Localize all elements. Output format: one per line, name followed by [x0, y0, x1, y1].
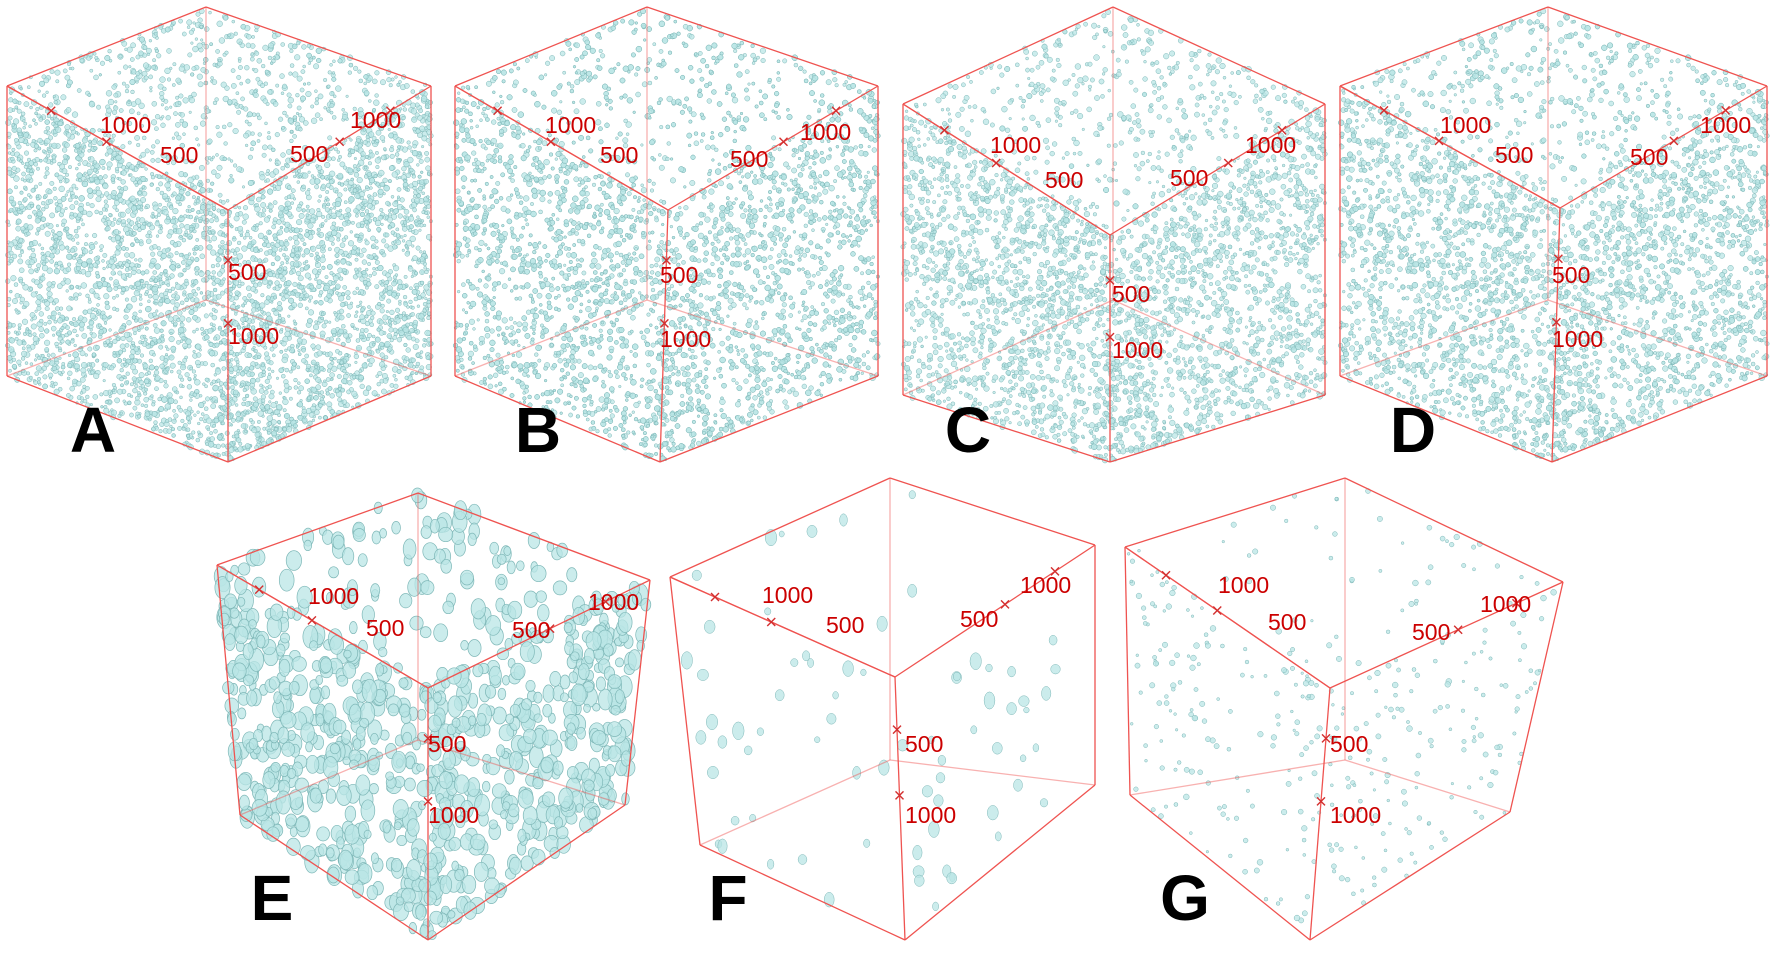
axis-label: 1000 — [100, 112, 151, 138]
axis-label: 1000 — [1552, 326, 1603, 352]
axis-label: 500 — [1552, 262, 1590, 288]
axis-label: 1000 — [1112, 337, 1163, 363]
axis-label: 500 — [730, 146, 768, 172]
particle-cloud — [213, 487, 652, 941]
axis-label: 500 — [826, 612, 864, 638]
axis-label: 1000 — [1020, 572, 1071, 598]
axis-label: 1000 — [228, 323, 279, 349]
axis-label: 500 — [1268, 609, 1306, 635]
axis-ticks — [1161, 570, 1521, 806]
particle-cloud — [1337, 8, 1770, 462]
axis-label: 500 — [1330, 731, 1368, 757]
panel-letter: F — [708, 862, 747, 934]
cube-frame — [1339, 6, 1768, 463]
axis-label: 1000 — [660, 326, 711, 352]
panel-letter: A — [70, 394, 116, 466]
axis-label: 500 — [1412, 619, 1450, 645]
axis-ticks — [939, 125, 1287, 342]
axis-label: 500 — [1112, 281, 1150, 307]
panel-f: 1000 500 500 1000 500 1000 F — [669, 477, 1096, 941]
panel-e: 1000 500 500 1000 500 1000 E — [213, 487, 652, 941]
panel-g: 1000 500 500 1000 500 1000 G — [1124, 477, 1564, 941]
axis-label: 500 — [1170, 165, 1208, 191]
axis-label: 1000 — [990, 132, 1041, 158]
axis-label: 1000 — [762, 582, 813, 608]
cube-frame — [902, 6, 1326, 463]
axis-label: 500 — [160, 142, 198, 168]
axis-label: 1000 — [545, 112, 596, 138]
axis-label: 500 — [228, 259, 266, 285]
axis-label: 1000 — [1480, 591, 1531, 617]
axis-label: 1000 — [308, 583, 359, 609]
panel-a: 1000 500 500 1000 500 1000 A — [5, 6, 434, 466]
axis-label: 1000 — [800, 119, 851, 145]
panel-letter: G — [1160, 862, 1210, 934]
axis-label: 1000 — [350, 107, 401, 133]
axis-label: 500 — [660, 262, 698, 288]
axis-label: 500 — [366, 615, 404, 641]
axis-label: 500 — [290, 141, 328, 167]
axis-label: 500 — [600, 142, 638, 168]
axis-label: 1000 — [1245, 132, 1296, 158]
panel-letter: C — [945, 394, 991, 466]
cube-frame — [669, 477, 1096, 941]
axis-label: 500 — [960, 606, 998, 632]
axis-ticks — [493, 106, 841, 328]
cube-frame — [454, 6, 879, 463]
axis-label: 500 — [1045, 167, 1083, 193]
axis-label: 1000 — [1218, 572, 1269, 598]
axis-label: 1000 — [905, 802, 956, 828]
axis-label: 500 — [905, 731, 943, 757]
panel-letter: E — [251, 862, 294, 934]
cube-frame — [216, 492, 651, 941]
axis-label: 500 — [428, 731, 466, 757]
axis-label: 1000 — [1330, 802, 1381, 828]
particle-cloud — [900, 9, 1328, 464]
axis-ticks — [46, 106, 395, 328]
axis-label: 1000 — [1700, 112, 1751, 138]
axis-label: 1000 — [1440, 112, 1491, 138]
axis-label: 1000 — [588, 589, 639, 615]
axis-ticks — [254, 585, 611, 806]
cube-frame — [6, 6, 432, 463]
axis-ticks — [1379, 105, 1731, 327]
particle-cloud — [5, 8, 434, 462]
axis-label: 500 — [1495, 142, 1533, 168]
axis-ticks — [710, 566, 1060, 800]
cube-frame — [1124, 477, 1564, 941]
axis-label: 1000 — [428, 802, 479, 828]
panel-letter: D — [1390, 394, 1436, 466]
axis-label: 500 — [1630, 144, 1668, 170]
particle-cloud — [681, 490, 1061, 912]
axis-label: 500 — [512, 617, 550, 643]
panel-letter: B — [515, 394, 561, 466]
particle-cloud — [452, 8, 881, 462]
particle-cloud — [1126, 488, 1557, 924]
